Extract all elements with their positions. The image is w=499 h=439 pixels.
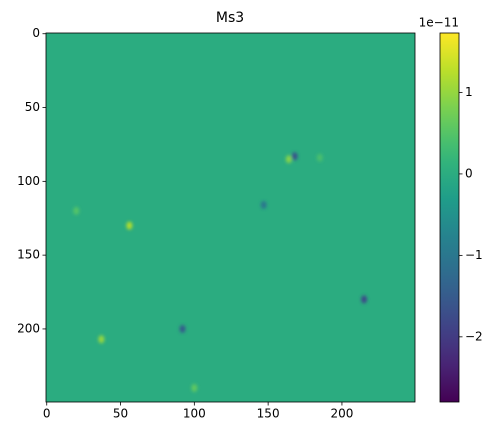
spot — [291, 152, 298, 161]
y-tick-label: 0 — [32, 26, 40, 40]
x-tick-label: 50 — [113, 407, 128, 421]
spot — [126, 221, 133, 230]
y-tick-label: 150 — [17, 248, 40, 262]
y-tick-label: 50 — [25, 100, 40, 114]
colorbar-tick-label: 0 — [465, 166, 473, 180]
spot — [191, 383, 198, 392]
axes-frame — [45, 32, 416, 403]
x-tick-label: 100 — [183, 407, 206, 421]
chart-title: Ms3 — [216, 10, 244, 26]
image-background — [46, 33, 415, 402]
y-tick-label: 100 — [17, 174, 40, 188]
spot — [98, 335, 105, 344]
x-tick-label: 0 — [43, 407, 51, 421]
spot — [361, 295, 368, 304]
colorbar-tick-label: 1 — [465, 85, 473, 99]
colorbar — [439, 32, 460, 403]
colorbar-offset: 1e−11 — [419, 16, 459, 30]
x-tick-label: 200 — [330, 407, 353, 421]
spot — [285, 155, 292, 164]
spots — [73, 152, 368, 392]
spot — [73, 206, 80, 215]
y-tick-label: 200 — [17, 321, 40, 335]
spot — [316, 153, 323, 162]
colorbar-tick-label: −1 — [465, 248, 483, 262]
colorbar-tick-label: −2 — [465, 329, 483, 343]
spot — [179, 324, 186, 333]
x-tick-label: 150 — [257, 407, 280, 421]
spot — [260, 200, 267, 209]
